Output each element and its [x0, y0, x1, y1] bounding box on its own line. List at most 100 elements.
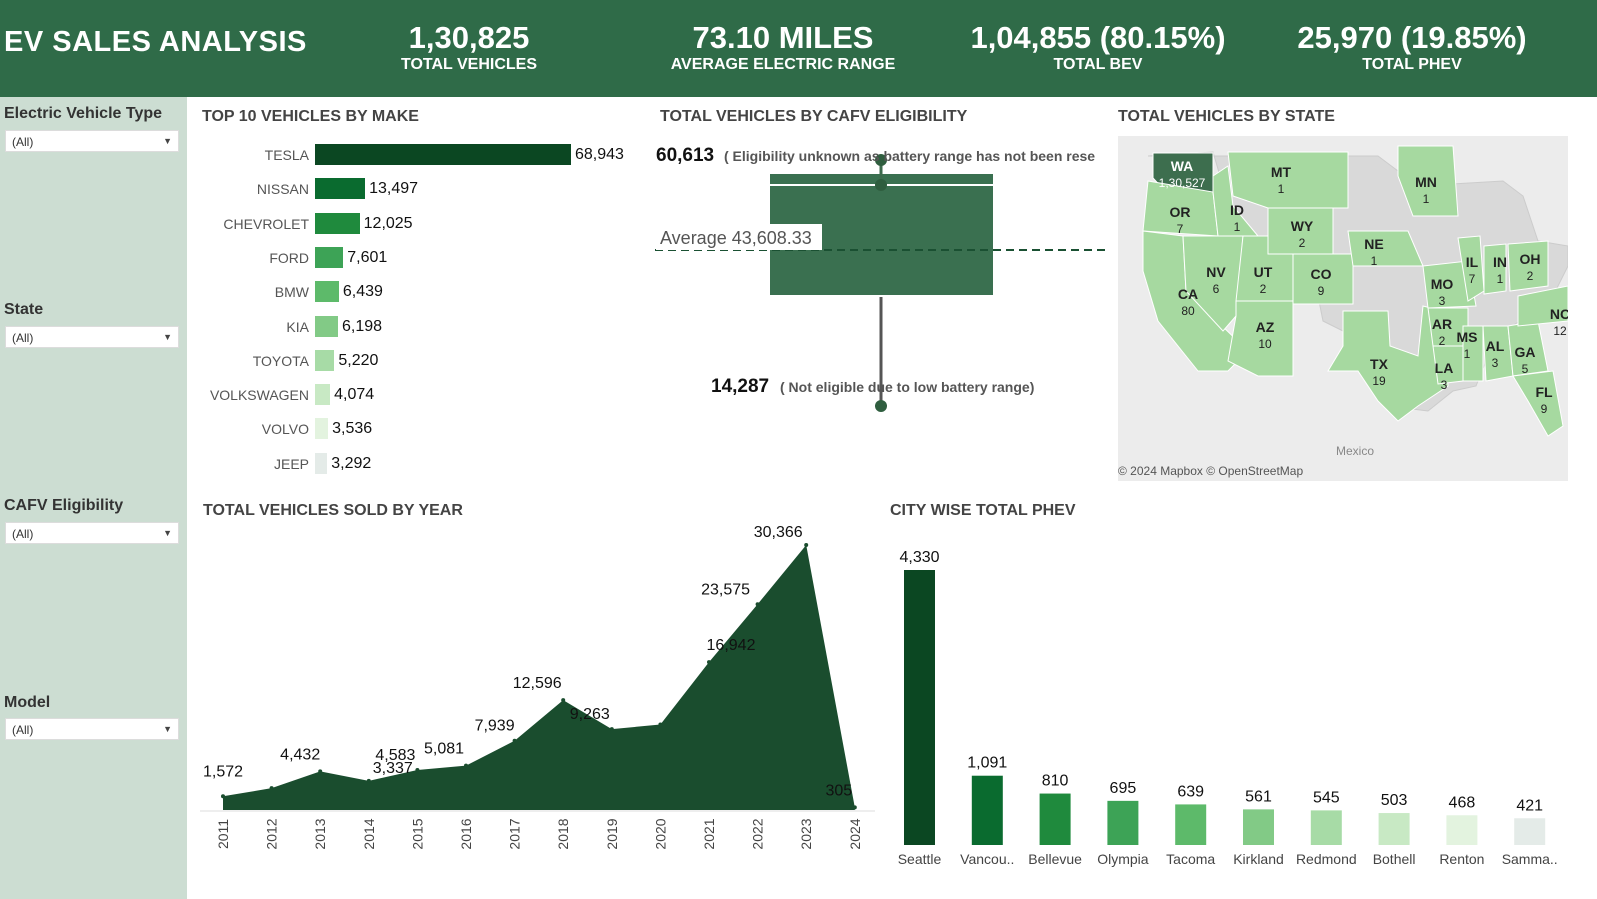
- year-data-point[interactable]: [707, 660, 711, 665]
- city-bar[interactable]: [1243, 809, 1274, 845]
- year-data-point[interactable]: [561, 698, 566, 703]
- state-abbr: AR: [1431, 316, 1453, 332]
- city-bar[interactable]: [904, 570, 935, 845]
- make-bar[interactable]: [315, 315, 338, 337]
- year-data-point[interactable]: [318, 769, 323, 774]
- state-shape-mo[interactable]: [1422, 260, 1477, 309]
- state-label-or[interactable]: OR 7: [1170, 204, 1191, 238]
- state-label-ca[interactable]: CA 80: [1178, 286, 1198, 320]
- city-value-label: 545: [1313, 789, 1340, 806]
- city-bar[interactable]: [1514, 818, 1546, 845]
- state-shape-nc[interactable]: [1517, 285, 1568, 327]
- filter-label-ev-type: Electric Vehicle Type: [4, 105, 163, 122]
- year-data-point[interactable]: [755, 602, 760, 607]
- city-bar[interactable]: [1310, 810, 1342, 845]
- year-value-label: 23,575: [701, 581, 750, 598]
- make-bar[interactable]: [315, 384, 331, 406]
- city-bar[interactable]: [1446, 815, 1478, 845]
- state-map[interactable]: WA 1,30,527 OR 7 ID 1 MT 1 WY 2 CA 80 NV 6 UT 2 CO 9 AZ 10 N…: [1118, 136, 1568, 481]
- state-abbr: MT: [1270, 164, 1292, 180]
- make-bar[interactable]: [315, 418, 329, 440]
- min-point[interactable]: [875, 400, 887, 412]
- city-bar[interactable]: [1378, 813, 1410, 845]
- year-data-point[interactable]: [658, 722, 663, 727]
- city-tick-label: Kirkland: [1233, 851, 1284, 867]
- state-count: 2: [1298, 236, 1306, 250]
- year-data-point[interactable]: [609, 727, 614, 732]
- chevron-down-icon: ▼: [163, 332, 172, 342]
- make-bar[interactable]: [315, 178, 366, 200]
- state-shape-co[interactable]: [1292, 253, 1354, 305]
- filter-select-state[interactable]: (All) ▼: [5, 326, 179, 348]
- state-label-wa[interactable]: WA 1,30,527: [1159, 158, 1206, 192]
- state-shape-ms[interactable]: [1462, 325, 1484, 382]
- state-label-al[interactable]: AL 3: [1486, 338, 1505, 372]
- state-label-ar[interactable]: AR 2: [1432, 316, 1452, 350]
- state-label-mt[interactable]: MT 1: [1271, 164, 1291, 198]
- year-data-point[interactable]: [464, 763, 468, 768]
- filter-select-cafv[interactable]: (All) ▼: [5, 522, 179, 544]
- state-label-wy[interactable]: WY 2: [1291, 218, 1314, 252]
- state-label-tx[interactable]: TX 19: [1370, 356, 1388, 390]
- max-point[interactable]: [875, 154, 887, 166]
- state-label-co[interactable]: CO 9: [1311, 266, 1332, 300]
- state-label-mn[interactable]: MN 1: [1415, 174, 1437, 208]
- city-bar[interactable]: [971, 775, 1003, 845]
- state-shape-mn[interactable]: [1397, 145, 1459, 217]
- state-label-id[interactable]: ID 1: [1230, 202, 1244, 236]
- state-label-in[interactable]: IN 1: [1493, 254, 1507, 288]
- cafv-chart-title: TOTAL VEHICLES BY CAFV ELIGIBILITY: [660, 108, 968, 125]
- state-shape-oh[interactable]: [1507, 240, 1549, 292]
- city-bar[interactable]: [1175, 804, 1207, 845]
- city-tick-label: Redmond: [1296, 851, 1357, 867]
- state-label-oh[interactable]: OH 2: [1520, 251, 1541, 285]
- year-data-point[interactable]: [366, 778, 371, 783]
- state-shape-nv[interactable]: [1182, 235, 1244, 332]
- state-abbr: LA: [1434, 360, 1454, 376]
- make-bar[interactable]: [315, 349, 335, 371]
- state-shape-fl[interactable]: [1512, 370, 1564, 437]
- make-bar[interactable]: [315, 246, 344, 268]
- state-label-mo[interactable]: MO 3: [1431, 276, 1454, 310]
- city-bar[interactable]: [1107, 800, 1139, 845]
- state-count: 2: [1438, 334, 1446, 348]
- state-shape-in[interactable]: [1483, 243, 1507, 295]
- state-abbr: IL: [1465, 254, 1479, 270]
- city-tick-label: Vancou..: [960, 851, 1014, 867]
- state-shape-tx[interactable]: [1327, 305, 1449, 422]
- filter-select-ev-type[interactable]: (All) ▼: [5, 130, 179, 152]
- state-label-nv[interactable]: NV 6: [1206, 264, 1225, 298]
- header-banner: EV SALES ANALYSIS 1,30,825 TOTAL VEHICLE…: [0, 0, 1597, 97]
- city-bar[interactable]: [1039, 793, 1071, 845]
- state-abbr: ID: [1230, 202, 1244, 218]
- state-label-az[interactable]: AZ 10: [1256, 319, 1275, 353]
- make-value-label: 68,943: [575, 146, 624, 163]
- state-label-fl[interactable]: FL 9: [1535, 384, 1552, 418]
- make-bar[interactable]: [315, 144, 571, 165]
- make-bar[interactable]: [315, 452, 328, 474]
- upper-point[interactable]: [875, 179, 887, 191]
- year-area-series[interactable]: [223, 545, 855, 810]
- state-label-ne[interactable]: NE 1: [1364, 236, 1383, 270]
- average-label: Average 43,608.33: [660, 228, 812, 248]
- year-data-point[interactable]: [221, 794, 225, 799]
- state-label-ms[interactable]: MS 1: [1457, 329, 1478, 363]
- state-label-la[interactable]: LA 3: [1435, 360, 1454, 394]
- make-bar[interactable]: [315, 212, 360, 234]
- make-bar[interactable]: [315, 281, 339, 303]
- year-data-point[interactable]: [804, 543, 809, 547]
- state-label-ut[interactable]: UT 2: [1254, 264, 1273, 298]
- make-label: CHEVROLET: [223, 215, 309, 232]
- year-data-point[interactable]: [852, 805, 857, 810]
- state-label-ga[interactable]: GA 5: [1515, 344, 1536, 378]
- filter-select-model[interactable]: (All) ▼: [5, 718, 179, 740]
- make-label: TESLA: [264, 147, 309, 163]
- year-data-point[interactable]: [512, 738, 517, 743]
- state-label-nc[interactable]: NC 12: [1550, 306, 1568, 340]
- year-data-point[interactable]: [415, 768, 420, 773]
- filter-sidebar: Electric Vehicle Type (All) ▼ State (All…: [0, 97, 187, 899]
- state-label-il[interactable]: IL 7: [1466, 254, 1478, 288]
- state-shape-az[interactable]: [1227, 300, 1294, 377]
- year-data-point[interactable]: [269, 786, 274, 791]
- state-count: 1: [1463, 347, 1471, 361]
